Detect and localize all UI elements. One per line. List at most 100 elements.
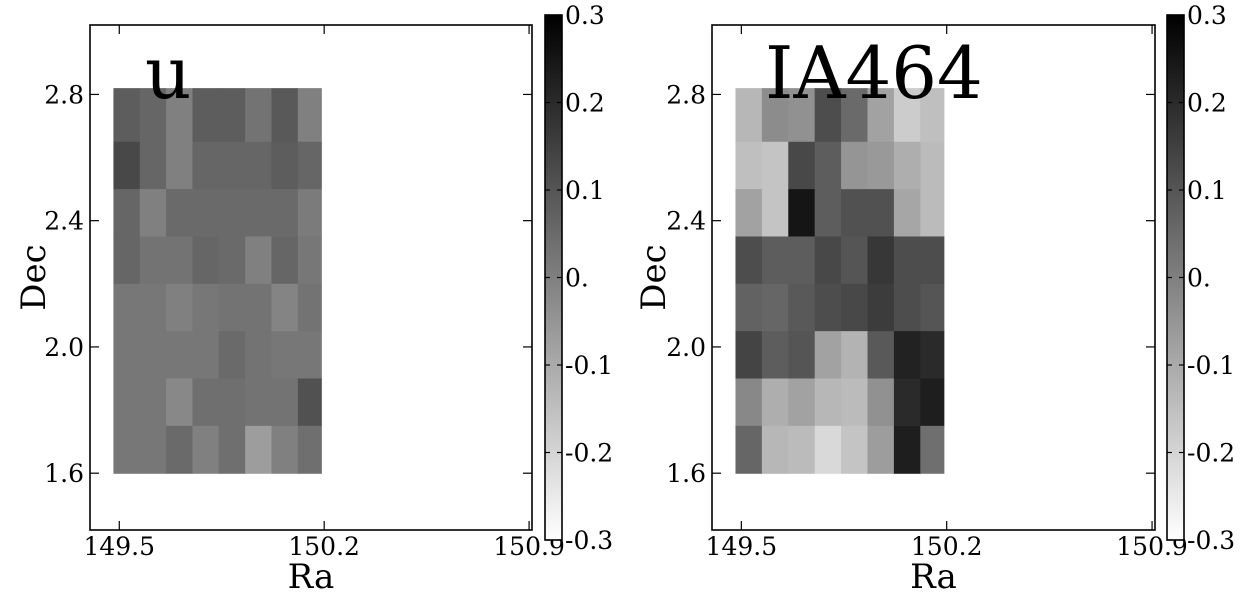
heatmap-cell <box>113 331 141 380</box>
heatmap-cell <box>192 189 220 238</box>
heatmap-cell <box>867 189 895 238</box>
heatmap-cell <box>192 425 220 474</box>
heatmap-cell <box>139 236 167 285</box>
heatmap-cell <box>893 283 921 332</box>
heatmap-cell <box>735 283 763 332</box>
colorbar-tick-label: -0.3 <box>565 526 613 555</box>
x-tick-label: 150.2 <box>288 532 360 561</box>
heatmap-cell <box>841 189 869 238</box>
heatmap-cell <box>297 283 322 332</box>
heatmap-cell <box>245 236 273 285</box>
heatmap-cell <box>297 189 322 238</box>
heatmap-cell <box>245 189 273 238</box>
heatmap-cell <box>271 141 299 190</box>
heatmap-cell <box>761 425 789 474</box>
colorbar-tick-label: 0.2 <box>565 89 605 118</box>
heatmap-cell <box>867 141 895 190</box>
heatmap-cell <box>297 425 322 474</box>
heatmap-cell <box>814 88 842 143</box>
heatmap-cell <box>920 88 945 143</box>
heatmap-cell <box>814 425 842 474</box>
heatmap-cell <box>735 236 763 285</box>
heatmap-cell <box>113 88 141 143</box>
colorbar-tick-label: 0. <box>565 264 589 293</box>
heatmap-cell <box>893 88 921 143</box>
panel-ia464: 149.5 150.2 150.91.62.02.42.8RaDecIA4640.3… <box>634 1 1235 595</box>
heatmap-cell <box>245 425 273 474</box>
heatmap-cell <box>139 88 167 143</box>
colorbar-tick-label: -0.2 <box>565 439 613 468</box>
heatmap-cell <box>245 88 273 143</box>
heatmap-cell <box>113 425 141 474</box>
heatmap-cell <box>814 189 842 238</box>
heatmap-cell <box>218 236 246 285</box>
panel-title: u <box>145 31 191 115</box>
heatmap-cell <box>218 378 246 427</box>
heatmap-cell <box>788 88 816 143</box>
x-axis-label: Ra <box>288 557 335 595</box>
heatmap-cell <box>893 189 921 238</box>
heatmap-cell <box>218 283 246 332</box>
heatmap-cell <box>192 88 220 143</box>
heatmap-cell <box>735 378 763 427</box>
heatmap-cell <box>867 283 895 332</box>
heatmap-cell <box>245 141 273 190</box>
heatmap-cell <box>271 88 299 143</box>
heatmap-cell <box>920 189 945 238</box>
heatmap-cell <box>218 88 246 143</box>
heatmap-cell <box>166 283 194 332</box>
heatmap-cell <box>166 141 194 190</box>
heatmap-cell <box>788 283 816 332</box>
y-tick-label: 1.6 <box>666 459 706 488</box>
x-tick-label: 150.2 <box>911 532 983 561</box>
heatmap-cell <box>166 236 194 285</box>
heatmap-cell <box>113 378 141 427</box>
colorbar-tick-label: -0.1 <box>565 351 613 380</box>
heatmap-cell <box>761 236 789 285</box>
heatmap-cell <box>867 378 895 427</box>
heatmap-cell <box>814 378 842 427</box>
y-axis-label: Dec <box>634 244 674 310</box>
y-tick-label: 2.4 <box>44 207 84 236</box>
heatmap-cell <box>192 236 220 285</box>
colorbar-tick-label: 0. <box>1187 264 1211 293</box>
colorbar-tick-label: 0.2 <box>1187 89 1227 118</box>
heatmap-cell <box>166 425 194 474</box>
heatmap-cell <box>920 141 945 190</box>
heatmap-cell <box>166 331 194 380</box>
heatmap-cell <box>893 425 921 474</box>
heatmap-cell <box>218 331 246 380</box>
heatmap-cell <box>841 141 869 190</box>
heatmap-cell <box>271 189 299 238</box>
heatmap-cell <box>761 378 789 427</box>
heatmap-cell <box>841 88 869 143</box>
heatmap-cell <box>139 189 167 238</box>
heatmap-cell <box>867 88 895 143</box>
heatmap-cell <box>920 378 945 427</box>
heatmap-cell <box>166 88 194 143</box>
heatmap-cell <box>218 425 246 474</box>
heatmap-cell <box>893 378 921 427</box>
plot-frame <box>89 24 533 531</box>
heatmap-cell <box>192 141 220 190</box>
heatmap-cell <box>113 189 141 238</box>
heatmap-cell <box>920 236 945 285</box>
y-tick-label: 2.0 <box>666 333 706 362</box>
heatmap-cell <box>814 331 842 380</box>
heatmap-cell <box>867 425 895 474</box>
heatmap-cell <box>761 189 789 238</box>
y-tick-label: 2.8 <box>44 80 84 109</box>
heatmap-cell <box>841 425 869 474</box>
heatmap-cell <box>218 189 246 238</box>
heatmap-cell <box>297 88 322 143</box>
heatmap-cell <box>788 331 816 380</box>
panel-title: IA464 <box>765 31 983 115</box>
heatmap-cell <box>166 378 194 427</box>
heatmap-cell <box>814 236 842 285</box>
heatmap-cell <box>271 331 299 380</box>
heatmap-cell <box>139 283 167 332</box>
heatmap-cell <box>735 425 763 474</box>
heatmap-cell <box>841 283 869 332</box>
heatmap-cell <box>735 331 763 380</box>
